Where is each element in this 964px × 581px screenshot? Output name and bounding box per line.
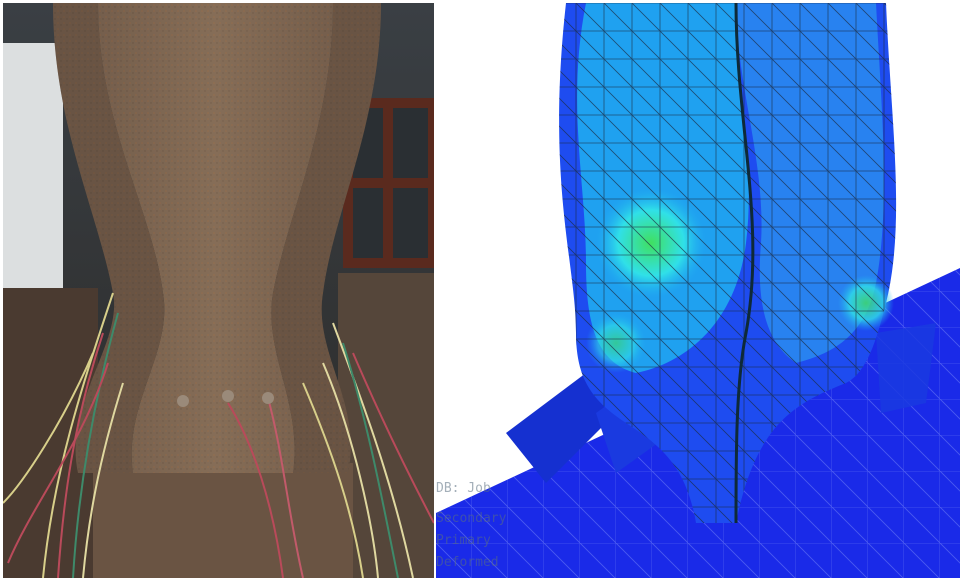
fea-label-line-4: Deformed [436, 555, 499, 570]
base-plate [93, 463, 353, 578]
photograph-icon [3, 3, 434, 578]
gauge-wires-right [302, 322, 434, 578]
gauge-wires-left [3, 292, 124, 578]
fea-label-line-2: Secondary [436, 511, 507, 526]
fea-label-line-1: DB: Job [436, 481, 491, 496]
fea-mesh-icon [436, 3, 960, 578]
fea-label-line-3: Primary [436, 533, 491, 548]
photograph-panel [3, 3, 434, 578]
gauge-wires-center [227, 397, 304, 578]
fea-panel: DB: Job Secondary Primary Deformed [436, 3, 960, 578]
wall-left [3, 43, 63, 303]
bolts [177, 390, 274, 407]
